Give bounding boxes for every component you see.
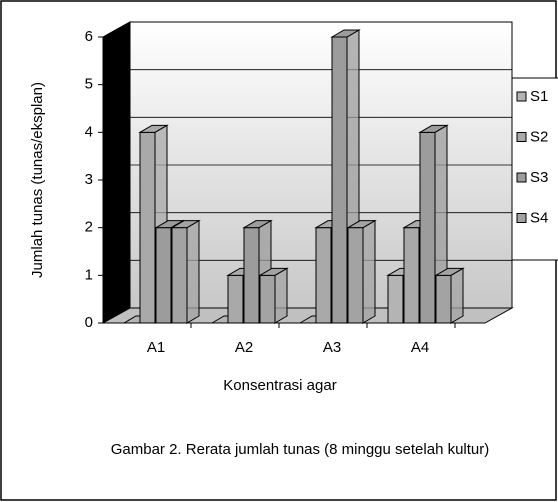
bar-side [362, 219, 376, 324]
y-tick-label: 1 [85, 266, 93, 283]
caption: Gambar 2. Rerata jumlah tunas (8 minggu … [110, 441, 490, 458]
bar-top [330, 29, 361, 38]
y-tick-label: 4 [85, 123, 93, 140]
bar-front [139, 131, 156, 324]
bar-top [346, 220, 377, 229]
bar-front [331, 36, 348, 324]
legend-swatch [516, 213, 527, 223]
x-axis-label: Konsentrasi agar [223, 377, 336, 394]
bar-top [138, 124, 169, 133]
bar-top [258, 267, 289, 276]
y-tick-label: 0 [85, 314, 93, 331]
legend-swatch [516, 132, 527, 142]
bar-front [435, 274, 452, 324]
y-axis-label: Jumlah tunas (tunas/eksplan) [29, 82, 46, 278]
legend-swatch [516, 91, 527, 102]
x-tick-label: A4 [411, 339, 429, 356]
bar-front [315, 227, 332, 324]
legend-label: S3 [530, 169, 548, 186]
y-tick-label: 5 [85, 76, 93, 93]
x-tick-label: A1 [147, 339, 165, 356]
bar-front [387, 274, 404, 324]
legend-label: S1 [530, 88, 548, 105]
grid-line [102, 212, 512, 229]
bar-front [347, 227, 364, 324]
legend-swatch [516, 172, 527, 183]
y-tick-label: 6 [85, 28, 93, 45]
bar-front [227, 274, 244, 324]
bar-front [403, 227, 420, 324]
legend-box [511, 77, 558, 261]
bar-front [259, 274, 276, 324]
y-tick-label: 3 [85, 171, 93, 188]
bar-top [170, 220, 201, 229]
legend-label: S4 [530, 209, 548, 226]
bar-front [155, 227, 172, 324]
bar-side [274, 267, 288, 324]
grid-line [102, 164, 512, 181]
grid-line [102, 116, 512, 133]
x-tick-label: A3 [323, 339, 341, 356]
y-tick-label: 2 [85, 219, 93, 236]
bar-side [186, 219, 200, 324]
bar-side [450, 267, 464, 324]
bar-top [434, 267, 465, 276]
bar-top [418, 124, 449, 133]
bar-top [154, 220, 185, 229]
grid-line [102, 259, 512, 276]
legend-label: S2 [530, 128, 548, 145]
grid-line [102, 307, 512, 324]
grid-line [102, 21, 512, 38]
grid-line [102, 69, 512, 86]
bar-front [419, 131, 436, 324]
x-tick-label: A2 [235, 339, 253, 356]
bar-front [171, 227, 188, 324]
bar-front [243, 227, 260, 324]
bar-top [242, 220, 273, 229]
